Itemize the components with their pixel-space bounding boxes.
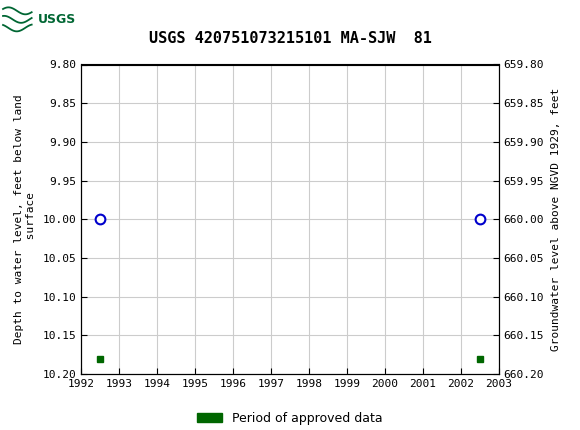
Y-axis label: Groundwater level above NGVD 1929, feet: Groundwater level above NGVD 1929, feet bbox=[551, 88, 561, 351]
Legend: Period of approved data: Period of approved data bbox=[192, 407, 388, 430]
Y-axis label: Depth to water level, feet below land
 surface: Depth to water level, feet below land su… bbox=[14, 95, 35, 344]
Text: USGS 420751073215101 MA-SJW  81: USGS 420751073215101 MA-SJW 81 bbox=[148, 31, 432, 46]
Text: USGS: USGS bbox=[38, 13, 76, 26]
